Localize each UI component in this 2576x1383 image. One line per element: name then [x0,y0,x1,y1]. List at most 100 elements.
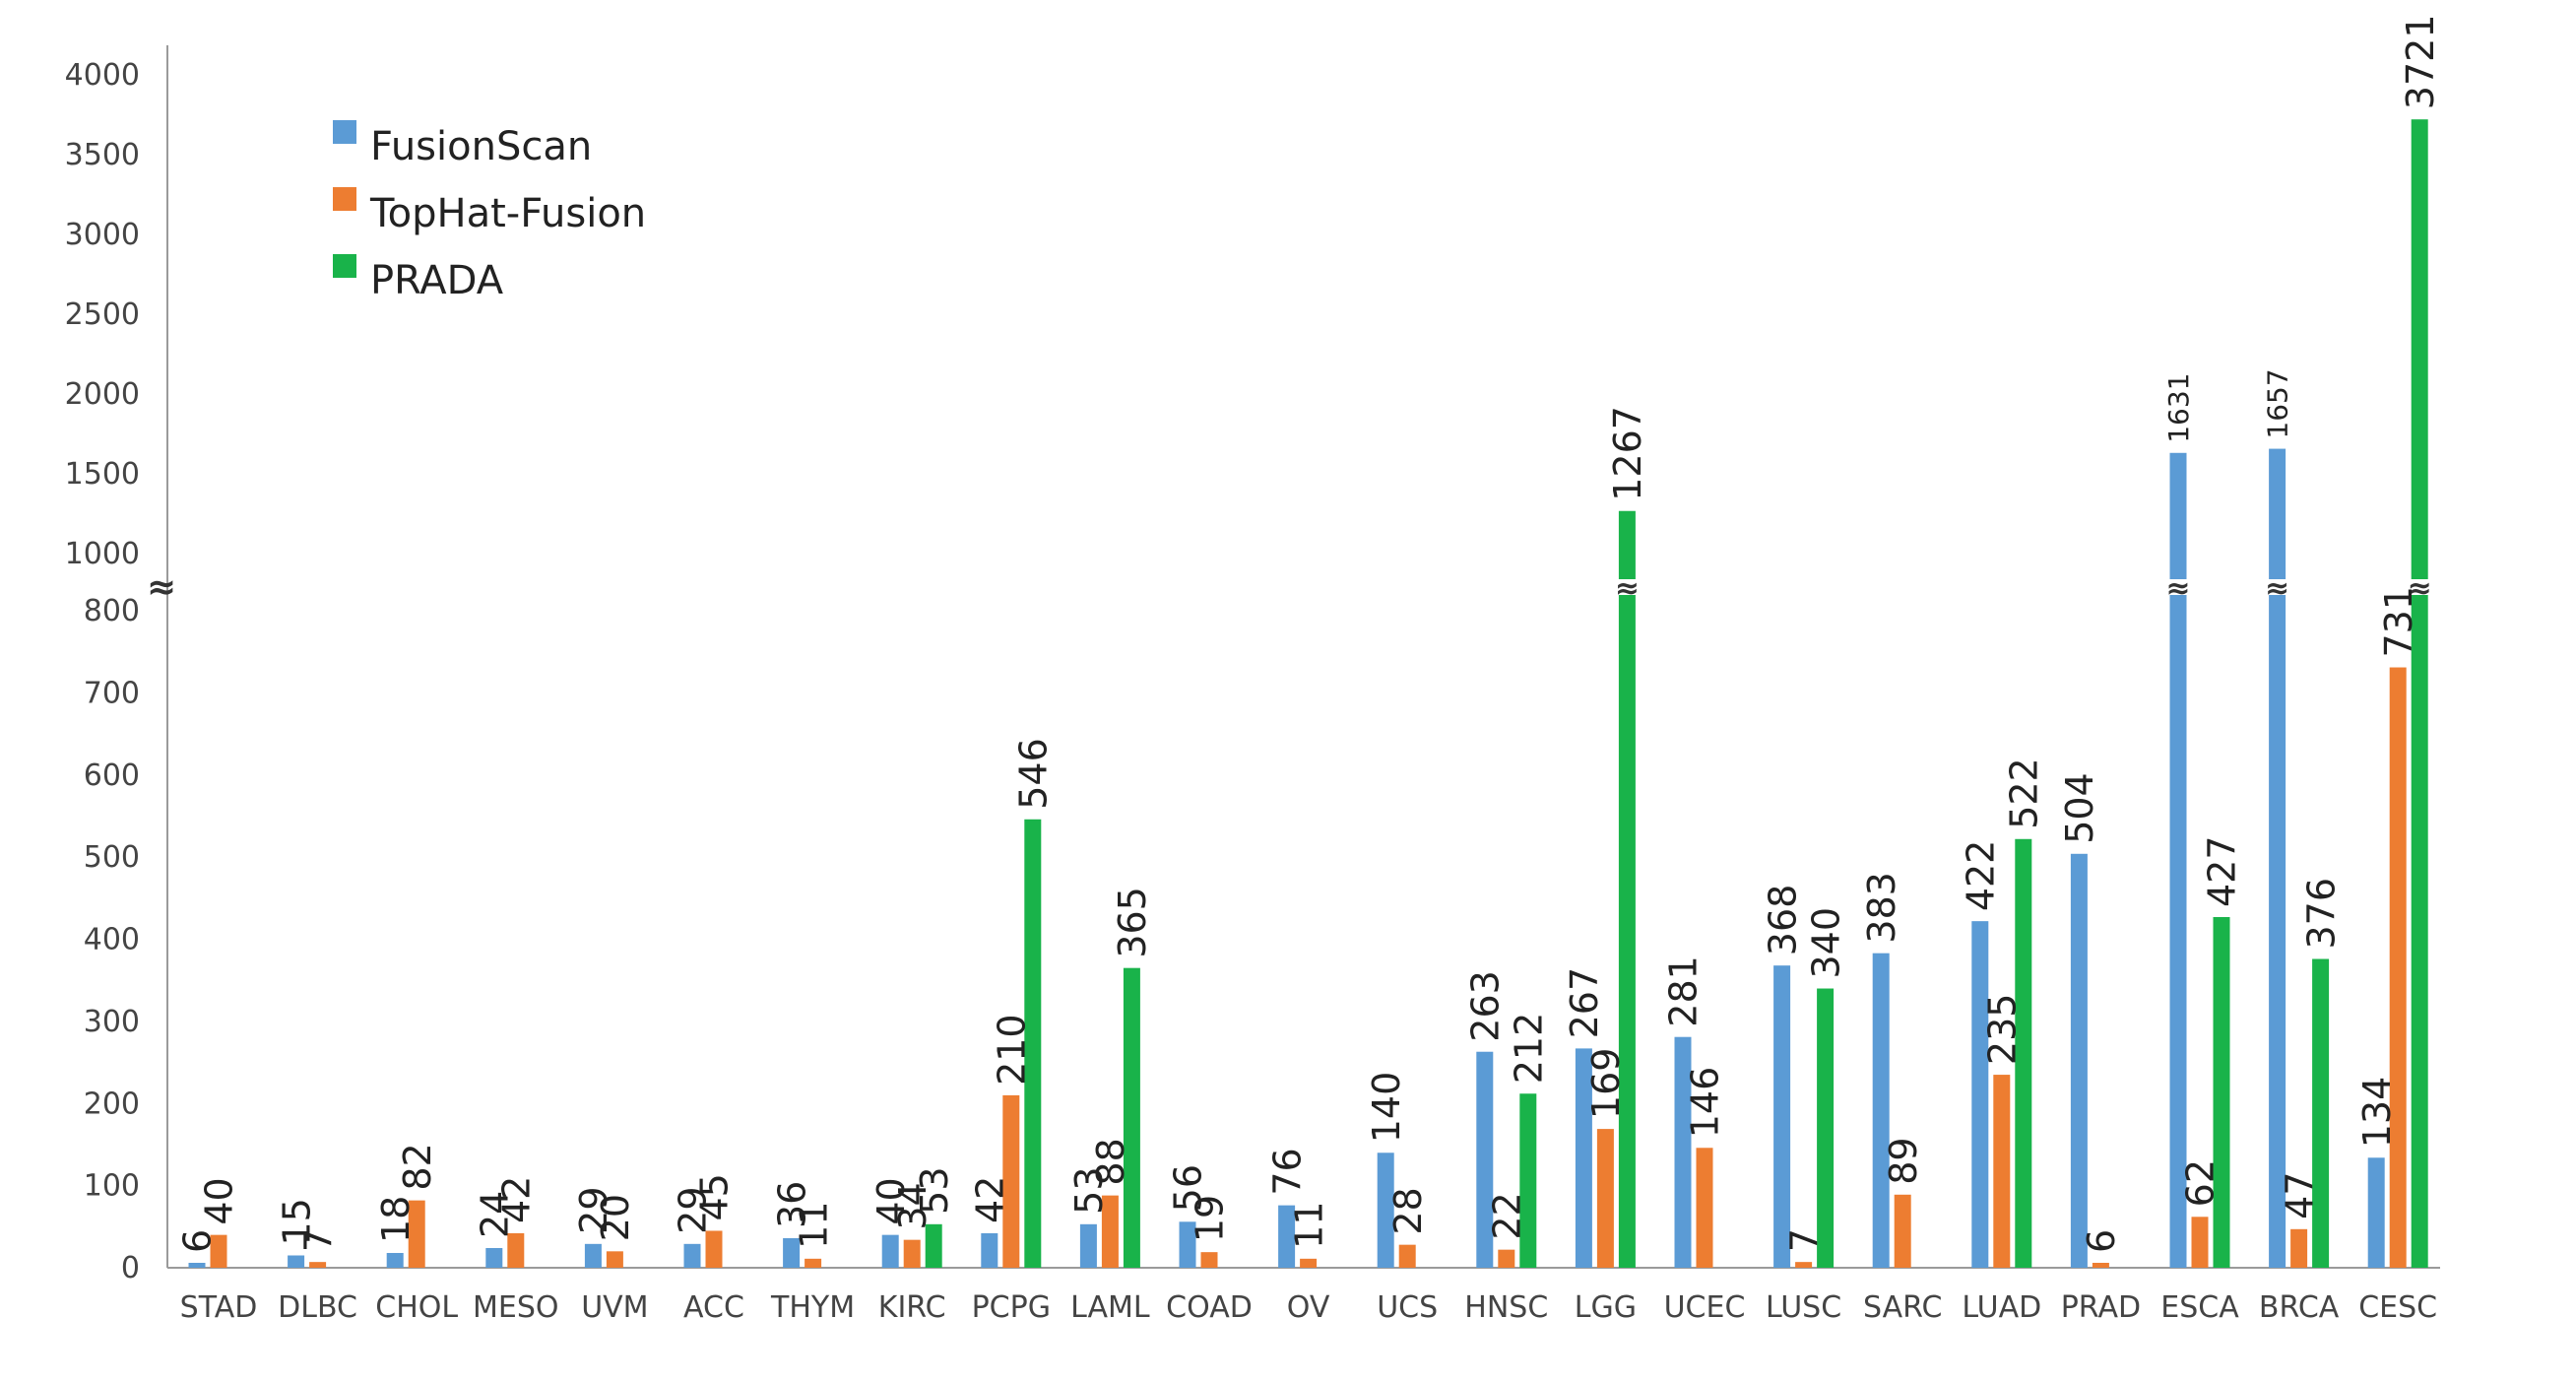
bar-tophat-fusion [903,1239,921,1268]
data-label: 76 [1265,1148,1309,1195]
bar-prada [2312,958,2330,1268]
bar-tophat-fusion [1596,1129,1614,1268]
bar-tophat-fusion [1993,1075,2011,1268]
data-label: 235 [1980,994,2024,1066]
data-label: 169 [1584,1048,1628,1120]
bar-fusionscan [288,1255,305,1268]
bar-fusionscan [683,1243,701,1268]
data-label: 34 [891,1182,934,1229]
x-category-label: DLBC [278,1290,357,1325]
y-tick-label: 800 [84,594,140,628]
bar-tophat-fusion [1101,1195,1119,1268]
data-label: 546 [1011,738,1055,810]
bar-prada [925,1223,942,1268]
bar-fusionscan [188,1262,206,1268]
data-label: 28 [1386,1187,1430,1234]
data-label: 267 [1563,967,1606,1039]
data-label: 427 [2201,835,2244,907]
y-tick-label: 400 [84,923,140,957]
data-label: 24 [473,1191,516,1238]
y-tick-label: 2500 [65,297,140,332]
data-label: 522 [2002,757,2045,829]
bar-prada [1123,967,1140,1268]
data-label: 88 [1089,1138,1132,1185]
bar-fusionscan [1575,1048,1592,1268]
y-tick-label: 2000 [65,377,140,412]
bar-fusionscan [1674,1036,1692,1268]
x-category-label: PRAD [2061,1290,2141,1325]
x-category-label: THYM [770,1290,855,1325]
bar-tophat-fusion [2191,1217,2209,1268]
legend-swatch [333,254,356,278]
data-label: 11 [1287,1201,1330,1248]
data-label: 29 [572,1186,615,1233]
bar-fusionscan [1971,921,1989,1268]
y-tick-label: 700 [84,676,140,710]
y-tick-label: 300 [84,1005,140,1039]
bar-break-gap [2167,579,2189,595]
data-label: 263 [1463,970,1507,1042]
x-category-label: COAD [1166,1290,1253,1325]
bar-prada [1817,988,1835,1268]
legend-label: PRADA [370,258,504,303]
bar-tophat-fusion [1398,1244,1416,1268]
y-tick-label: 1000 [65,537,140,571]
bar-fusionscan [1377,1152,1394,1268]
y-tick-label: 4000 [65,58,140,93]
legend-label: TopHat-Fusion [369,191,646,236]
bar-fusionscan [1773,965,1791,1268]
data-label: 422 [1959,840,2002,912]
x-category-label: MESO [473,1290,559,1325]
bar-fusionscan [981,1232,998,1268]
data-label: 62 [2179,1159,2222,1207]
data-label: 7 [1782,1228,1826,1252]
bar-break-marker: ≈ [1615,571,1640,606]
x-category-label: HNSC [1464,1290,1548,1325]
bar-tophat-fusion [1498,1249,1515,1268]
data-label: 134 [2355,1077,2399,1149]
legend: FusionScan TopHat-Fusion PRADA [333,120,646,303]
data-label: 11 [792,1201,835,1248]
data-label: 15 [275,1198,318,1245]
bar-fusionscan [386,1252,404,1268]
data-label: 6 [176,1229,220,1253]
data-label: 6 [2080,1229,2123,1253]
bar-fusionscan [2169,452,2187,1268]
data-label: 42 [494,1176,538,1223]
bar-tophat-fusion [1795,1262,1813,1268]
bar-tophat-fusion [2290,1228,2308,1268]
data-label: 210 [990,1014,1033,1086]
data-label: 18 [374,1196,418,1243]
y-tick-label: 3500 [65,138,140,172]
x-category-label: BRCA [2259,1290,2340,1325]
y-tick-label: 1500 [65,457,140,492]
data-label: 140 [1365,1072,1408,1144]
bar-fusionscan [1872,953,1890,1268]
bar-tophat-fusion [606,1251,623,1268]
data-label: 19 [1189,1195,1232,1242]
data-label: 1631 [2162,373,2195,443]
x-category-label: KIRC [878,1290,946,1325]
x-category-label: LAML [1070,1290,1150,1325]
bar-prada [1024,819,1042,1268]
x-category-label: PCPG [972,1290,1051,1325]
data-label: 731 [2377,586,2420,658]
bars-layer: ≈ ≈ ≈ ≈ [188,119,2432,1268]
data-label: 212 [1507,1013,1550,1085]
x-category-label: STAD [180,1290,258,1325]
legend-swatch [333,187,356,211]
bar-fusionscan [485,1247,503,1268]
data-label: 368 [1761,885,1804,956]
bar-tophat-fusion [2389,667,2407,1268]
y-tick-label: 600 [84,758,140,793]
x-category-label: UVM [581,1290,648,1325]
legend-swatch [333,120,356,144]
data-label: 365 [1111,887,1154,958]
bar-tophat-fusion [1696,1148,1713,1268]
x-category-label: LGG [1575,1290,1637,1325]
x-category-label: UCS [1377,1290,1438,1325]
legend-label: FusionScan [370,124,592,169]
bar-tophat-fusion [507,1232,525,1268]
